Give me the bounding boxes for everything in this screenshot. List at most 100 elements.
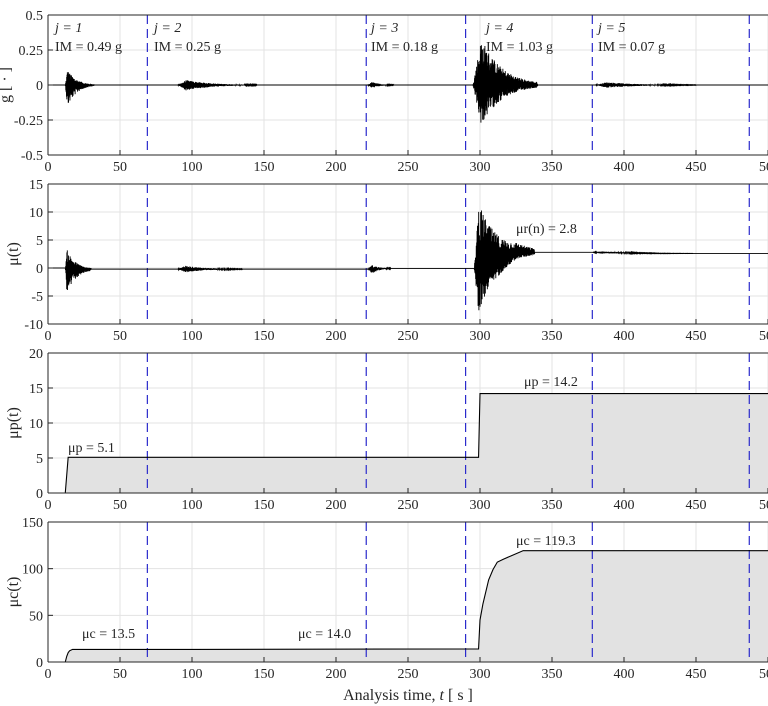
y-tick-label: -0.25 <box>14 114 43 129</box>
x-tick-label: 100 <box>182 498 203 513</box>
panel4-annotation-record2: μc = 14.0 <box>298 627 351 642</box>
panel1-acceleration-series <box>48 45 768 123</box>
panel3-annotation-record4: μp = 14.2 <box>524 375 578 390</box>
y-tick-label: 5 <box>36 234 43 249</box>
panel4-record-boundaries <box>146 522 750 662</box>
x-tick-label: 300 <box>470 160 491 175</box>
x-tick-label: 250 <box>398 329 419 344</box>
record-4-j-label: j = 4 <box>484 21 513 36</box>
x-axis-title-main: Analysis time, <box>343 687 439 704</box>
x-tick-label: 50 <box>113 329 127 344</box>
y-tick-label: 0 <box>36 487 43 502</box>
x-tick-label: 400 <box>614 498 635 513</box>
panel4-annotation-record1: μc = 13.5 <box>82 627 135 642</box>
panel4-annotation-record4: μc = 119.3 <box>516 534 576 549</box>
y-tick-label: 20 <box>29 347 43 362</box>
record-2-j-label: j = 2 <box>152 21 181 36</box>
panel3-y-ticks: 20 15 10 5 0 <box>29 347 53 502</box>
y-tick-label: -10 <box>24 318 43 333</box>
x-tick-label: 400 <box>614 160 635 175</box>
x-tick-label: 300 <box>470 667 491 682</box>
x-tick-label: 400 <box>614 667 635 682</box>
x-tick-label: 0 <box>45 160 52 175</box>
x-tick-label: 200 <box>326 160 347 175</box>
panel-ground-acceleration: 0.5 0.25 0 -0.25 -0.5 0 50 100 150 200 250 300 350 4… <box>0 9 768 175</box>
x-axis-title-variable: t <box>440 687 445 704</box>
panel3-record-boundaries <box>146 353 750 493</box>
panel2-y-ticks: 15 10 5 0 -5 -10 <box>24 178 53 333</box>
y-tick-label: -5 <box>31 290 43 305</box>
panel1-y-axis-label: g [ · ] <box>0 67 14 103</box>
x-tick-label: 450 <box>686 498 707 513</box>
record-3-im-label: IM = 0.18 g <box>371 40 438 55</box>
x-tick-label: 50 <box>759 160 768 175</box>
x-tick-label: 300 <box>470 329 491 344</box>
panel4-cumulative-ductility-area <box>48 550 768 662</box>
y-tick-label: 0 <box>36 262 43 277</box>
y-tick-label: 100 <box>22 563 43 578</box>
y-tick-label: 10 <box>29 206 43 221</box>
panel3-y-axis-label: μp(t) <box>5 407 22 439</box>
panel2-x-ticks: 0 50 100 150 200 250 300 350 400 450 50 <box>45 319 768 344</box>
record-5-im-label: IM = 0.07 g <box>598 40 665 55</box>
panel4-y-axis-label: μc(t) <box>5 577 22 608</box>
y-tick-label: 15 <box>29 178 43 193</box>
y-tick-label: 0.5 <box>26 9 44 24</box>
x-tick-label: 100 <box>182 329 203 344</box>
x-tick-label: 0 <box>45 498 52 513</box>
x-tick-label: 150 <box>254 498 275 513</box>
panel1-x-ticks: 0 50 100 150 200 250 300 350 400 450 50 <box>45 150 768 175</box>
x-tick-label: 450 <box>686 160 707 175</box>
x-tick-label: 350 <box>542 498 563 513</box>
y-tick-label: 0.25 <box>19 44 44 59</box>
x-tick-label: 100 <box>182 667 203 682</box>
record-3-j-label: j = 3 <box>369 21 398 36</box>
x-tick-label: 100 <box>182 160 203 175</box>
x-tick-label: 400 <box>614 329 635 344</box>
panel2-grid <box>48 184 768 324</box>
record-1-im-label: IM = 0.49 g <box>55 40 122 55</box>
x-tick-label: 150 <box>254 160 275 175</box>
x-tick-label: 450 <box>686 329 707 344</box>
y-tick-label: -0.5 <box>21 149 43 164</box>
record-1-j-label: j = 1 <box>53 21 82 36</box>
x-tick-label: 50 <box>113 667 127 682</box>
x-tick-label: 350 <box>542 667 563 682</box>
y-tick-label: 0 <box>36 79 43 94</box>
x-tick-label: 200 <box>326 667 347 682</box>
record-2-im-label: IM = 0.25 g <box>154 40 221 55</box>
x-tick-label: 50 <box>759 329 768 344</box>
x-tick-label: 50 <box>759 498 768 513</box>
x-tick-label: 50 <box>759 667 768 682</box>
panel3-annotation-record1: μp = 5.1 <box>68 441 115 456</box>
panel2-record-boundaries <box>146 184 750 324</box>
panel4-cumulative-ductility-line <box>48 550 768 663</box>
y-tick-label: 50 <box>29 609 43 624</box>
y-tick-label: 10 <box>29 417 43 432</box>
x-tick-label: 50 <box>113 160 127 175</box>
x-axis-title: Analysis time, t [ s ] <box>343 687 473 704</box>
panel4-y-ticks: 150 100 50 0 <box>22 516 53 671</box>
x-tick-label: 150 <box>254 667 275 682</box>
y-tick-label: 150 <box>22 516 43 531</box>
panel2-y-axis-label: μ(t) <box>5 242 22 266</box>
y-tick-label: 15 <box>29 382 43 397</box>
panel1-y-ticks: 0.5 0.25 0 -0.25 -0.5 <box>14 9 53 164</box>
x-axis-title-unit: [ s ] <box>444 687 473 704</box>
x-tick-label: 250 <box>398 667 419 682</box>
record-4-im-label: IM = 1.03 g <box>486 40 553 55</box>
x-tick-label: 250 <box>398 160 419 175</box>
x-tick-label: 0 <box>45 667 52 682</box>
x-tick-label: 350 <box>542 160 563 175</box>
x-tick-label: 350 <box>542 329 563 344</box>
x-tick-label: 450 <box>686 667 707 682</box>
x-tick-label: 150 <box>254 329 275 344</box>
panel4-x-ticks: 0 50 100 150 200 250 300 350 400 450 50 <box>45 657 768 682</box>
panel2-ductility-series <box>48 210 768 311</box>
panel3-peak-ductility-area <box>48 393 768 493</box>
panel2-residual-annotation: μr(n) = 2.8 <box>516 222 577 237</box>
